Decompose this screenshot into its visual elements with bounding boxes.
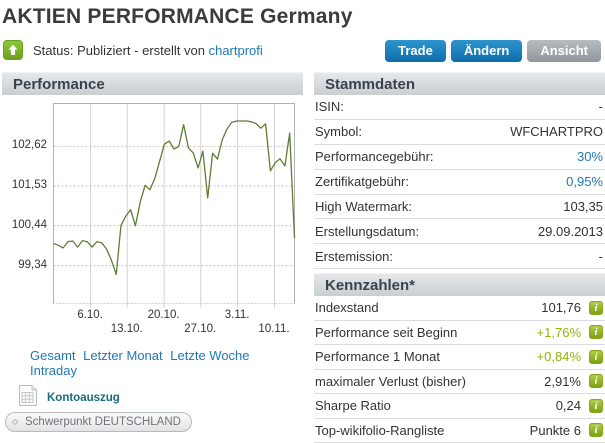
info-icon[interactable]: i — [589, 374, 603, 389]
trade-button[interactable]: Trade — [385, 40, 446, 62]
x-axis-label: 6.10. — [77, 309, 103, 321]
row-value: - — [598, 99, 603, 115]
focus-tag[interactable]: Schwerpunkt DEUTSCHLAND — [5, 412, 192, 432]
table-row-erstellungsdatum: Erstellungsdatum: 29.09.2013 — [314, 219, 605, 245]
row-value: 29.09.2013 — [537, 223, 603, 239]
row-label: Performance 1 Monat — [315, 349, 441, 365]
table-row-maximaler-verlust: maximaler Verlust (bisher) 2,91% i — [314, 370, 605, 395]
ansicht-button[interactable]: Ansicht — [527, 40, 601, 62]
row-label: ISIN: — [315, 99, 344, 115]
x-axis-label: 10.11. — [258, 323, 290, 335]
row-value: +0,84% — [536, 349, 581, 365]
row-label: Symbol: — [315, 124, 362, 140]
status-text: Status: Publiziert - erstellt von chartp… — [33, 43, 263, 58]
kontoauszug-link[interactable]: Kontoauszug — [18, 384, 120, 412]
x-axis-label: 13.10. — [110, 323, 143, 335]
table-row-isin: ISIN: - — [314, 95, 605, 120]
info-icon[interactable]: i — [589, 325, 603, 340]
range-link-intraday[interactable]: Intraday — [30, 363, 77, 378]
action-buttons: Trade Ändern Ansicht — [385, 40, 601, 62]
y-axis-label: 101,53 — [11, 179, 47, 192]
table-row-performance-1-monat: Performance 1 Monat +0,84% i — [314, 345, 605, 370]
performance-panel-header: Performance — [2, 72, 303, 95]
row-label: Performance seit Beginn — [315, 324, 458, 340]
y-axis-label: 99,34 — [18, 258, 47, 271]
table-row-performancegebuehr: Performancegebühr: 30% — [314, 145, 605, 170]
table-row-erstemission: Erstemission: - — [314, 244, 605, 270]
page-title: AKTIEN PERFORMANCE Germany — [2, 5, 353, 28]
arrow-up-icon — [3, 40, 23, 60]
range-link-letzter-monat[interactable]: Letzter Monat — [83, 348, 163, 363]
info-icon[interactable]: i — [589, 398, 603, 413]
table-row-sharpe-ratio: Sharpe Ratio 0,24 i — [314, 394, 605, 419]
chart-range-links: Gesamt Letzter Monat Letzte Woche Intrad… — [30, 348, 303, 378]
row-label: High Watermark: — [315, 199, 413, 214]
aendern-button[interactable]: Ändern — [450, 40, 523, 62]
row-value[interactable]: 30% — [576, 149, 603, 165]
status-label: Status: Publiziert - erstellt von — [33, 43, 205, 58]
row-label: Performancegebühr: — [315, 149, 434, 165]
range-link-gesamt[interactable]: Gesamt — [30, 348, 76, 363]
y-axis-label: 100,44 — [11, 218, 47, 231]
row-value: +1,76% — [536, 324, 581, 340]
info-icon[interactable]: i — [589, 349, 603, 364]
kontoauszug-label: Kontoauszug — [47, 392, 120, 404]
row-value: 103,35 — [563, 199, 603, 214]
table-row-indexstand: Indexstand 101,76 i — [314, 296, 605, 321]
row-label: Erstemission: — [315, 248, 394, 264]
table-row-high-watermark: High Watermark: 103,35 — [314, 195, 605, 220]
range-link-letzte-woche[interactable]: Letzte Woche — [170, 348, 250, 363]
x-axis-label: 27.10. — [184, 323, 217, 335]
table-row-performance-seit-beginn: Performance seit Beginn +1,76% i — [314, 321, 605, 346]
row-value: 2,91% — [544, 373, 581, 389]
table-row-symbol: Symbol: WFCHARTPRO — [314, 120, 605, 145]
row-value: - — [598, 248, 603, 264]
x-axis-label: 3.11. — [224, 309, 250, 321]
row-value: 0,24 — [555, 398, 581, 414]
x-axis-label: 20.10. — [147, 309, 180, 321]
row-label: maximaler Verlust (bisher) — [315, 373, 466, 389]
row-label: Zertifikatgebühr: — [315, 174, 409, 190]
row-label: Top-wikifolio-Rangliste — [315, 422, 445, 438]
row-label: Indexstand — [315, 300, 379, 316]
info-icon[interactable]: i — [589, 423, 603, 438]
performance-line-chart — [53, 103, 296, 308]
row-label: Sharpe Ratio — [315, 398, 391, 414]
row-value: Punkte 6 — [529, 422, 581, 438]
performance-panel: Performance Gesamt Letzter Monat Letzte … — [2, 72, 303, 443]
row-label: Erstellungsdatum: — [315, 223, 420, 239]
focus-tag-label: Schwerpunkt DEUTSCHLAND — [25, 416, 181, 428]
row-value[interactable]: 0,95% — [566, 174, 603, 190]
stammdaten-panel: Stammdaten ISIN: - Symbol: WFCHARTPRO Pe… — [314, 72, 605, 443]
kennzahlen-header: Kennzahlen* — [314, 273, 605, 297]
tag-dot-icon — [12, 419, 18, 425]
row-value: 101,76 — [541, 300, 581, 316]
table-row-zertifikatgebuehr: Zertifikatgebühr: 0,95% — [314, 170, 605, 195]
row-value: WFCHARTPRO — [510, 124, 603, 140]
info-icon[interactable]: i — [589, 300, 603, 315]
y-axis-label: 102,62 — [11, 139, 47, 152]
table-row-top-wikifolio-rangliste: Top-wikifolio-Rangliste Punkte 6 i — [314, 419, 605, 443]
author-link[interactable]: chartprofi — [208, 43, 263, 58]
table-document-icon — [18, 384, 38, 412]
stammdaten-header: Stammdaten — [314, 72, 605, 95]
status-row: Status: Publiziert - erstellt von chartp… — [3, 40, 602, 63]
